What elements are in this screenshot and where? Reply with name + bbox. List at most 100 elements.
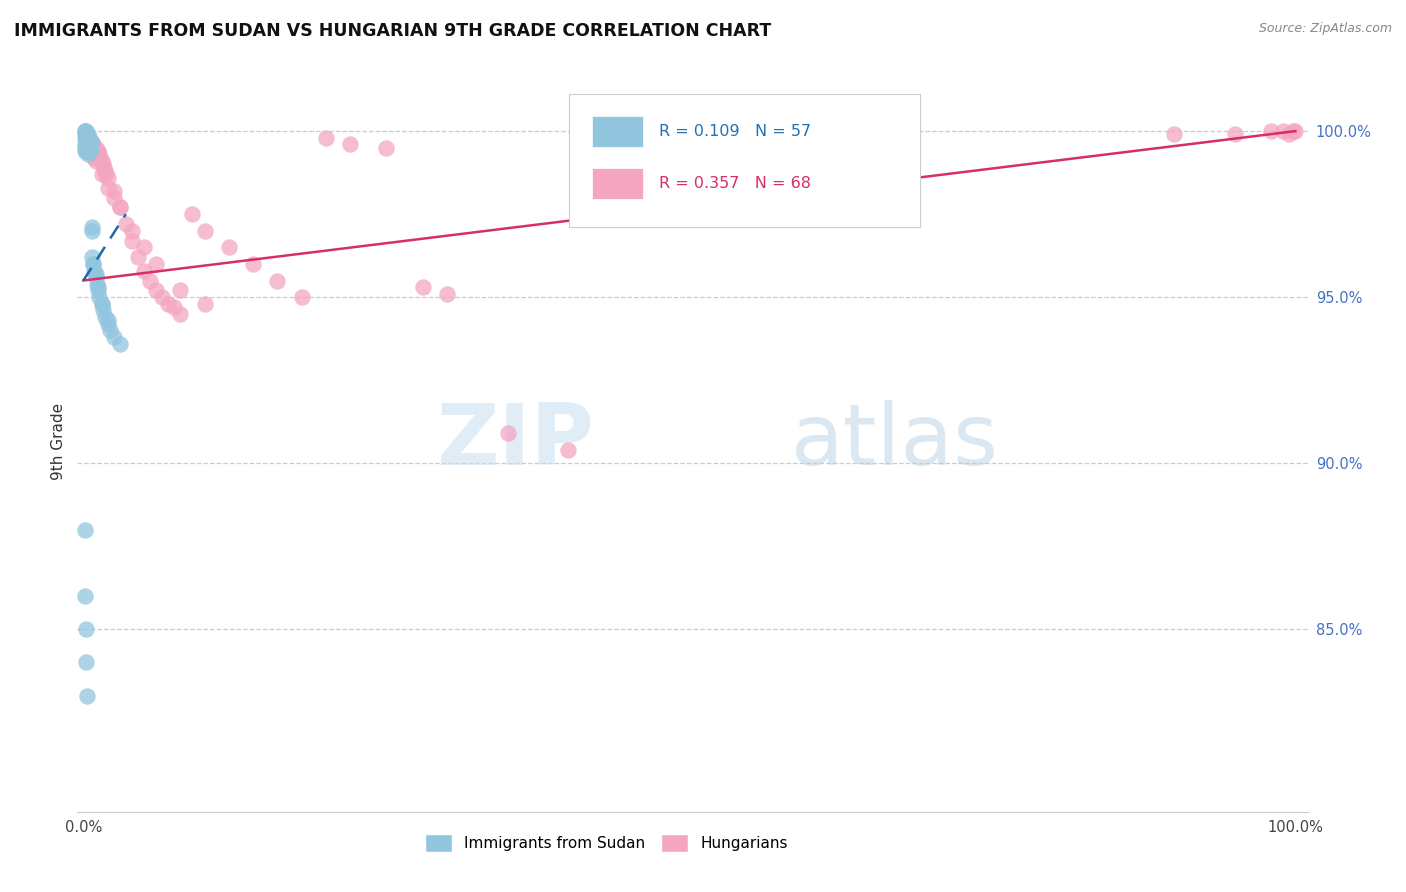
Point xyxy=(75,137,97,152)
Point xyxy=(75,134,97,148)
Point xyxy=(1272,124,1295,138)
Point xyxy=(82,147,104,161)
Point xyxy=(266,273,288,287)
Point xyxy=(79,134,101,148)
Point xyxy=(436,286,458,301)
Point xyxy=(132,240,155,254)
Point xyxy=(169,307,191,321)
Point xyxy=(87,280,110,294)
Text: Source: ZipAtlas.com: Source: ZipAtlas.com xyxy=(1258,22,1392,36)
Point xyxy=(77,134,100,148)
Point xyxy=(76,689,98,703)
Point xyxy=(87,284,110,298)
Point xyxy=(108,201,131,215)
Point xyxy=(1282,124,1305,138)
Point xyxy=(194,297,217,311)
Point xyxy=(76,130,98,145)
Point xyxy=(84,141,107,155)
Point xyxy=(77,130,100,145)
Point xyxy=(76,137,98,152)
Point xyxy=(79,137,101,152)
Point xyxy=(73,589,96,603)
Point xyxy=(97,180,120,194)
Point xyxy=(82,137,104,152)
Point xyxy=(169,284,191,298)
Point xyxy=(127,250,149,264)
Point xyxy=(77,147,100,161)
Point xyxy=(91,157,114,171)
Point xyxy=(84,267,107,281)
Point xyxy=(557,442,579,457)
Point xyxy=(103,190,125,204)
FancyBboxPatch shape xyxy=(592,116,644,147)
Point xyxy=(79,134,101,148)
Point xyxy=(97,317,120,331)
FancyBboxPatch shape xyxy=(569,94,920,227)
Point xyxy=(75,128,97,142)
Point xyxy=(82,257,104,271)
Point xyxy=(80,220,103,235)
Point xyxy=(145,257,167,271)
Point xyxy=(96,167,118,181)
Point xyxy=(75,656,97,670)
Point xyxy=(194,224,217,238)
Point xyxy=(375,141,398,155)
Point xyxy=(76,134,98,148)
Point xyxy=(73,124,96,138)
Point xyxy=(73,124,96,138)
Point xyxy=(86,277,108,291)
Point xyxy=(73,137,96,152)
Point xyxy=(87,144,110,158)
Point xyxy=(79,137,101,152)
Point xyxy=(97,170,120,185)
Point xyxy=(75,144,97,158)
Point xyxy=(80,250,103,264)
Point xyxy=(1278,128,1301,142)
Point xyxy=(83,263,105,277)
Point xyxy=(145,284,167,298)
Point xyxy=(1163,128,1185,142)
Point xyxy=(181,207,204,221)
Point xyxy=(218,240,240,254)
Point xyxy=(108,336,131,351)
Point xyxy=(80,137,103,152)
Point xyxy=(82,257,104,271)
Point xyxy=(94,164,117,178)
Point xyxy=(98,323,121,337)
Point xyxy=(94,310,117,324)
Point xyxy=(75,622,97,636)
Point xyxy=(90,167,112,181)
Point xyxy=(77,128,100,142)
Point xyxy=(79,141,101,155)
Point xyxy=(77,137,100,152)
Point xyxy=(121,234,143,248)
Text: ZIP: ZIP xyxy=(436,400,595,483)
Point xyxy=(496,426,519,441)
Point xyxy=(90,297,112,311)
Point xyxy=(114,217,136,231)
Point xyxy=(76,144,98,158)
Point xyxy=(103,184,125,198)
Point xyxy=(73,144,96,158)
FancyBboxPatch shape xyxy=(592,168,644,199)
Point xyxy=(73,523,96,537)
Point xyxy=(79,137,101,152)
Point xyxy=(77,134,100,148)
Y-axis label: 9th Grade: 9th Grade xyxy=(51,403,66,480)
Point xyxy=(412,280,434,294)
Point xyxy=(139,273,162,287)
Point xyxy=(76,130,98,145)
Point xyxy=(97,313,120,327)
Point xyxy=(80,224,103,238)
Point xyxy=(84,153,107,168)
Point xyxy=(103,330,125,344)
Point xyxy=(76,128,98,142)
Point xyxy=(75,141,97,155)
Point xyxy=(108,201,131,215)
Point xyxy=(90,297,112,311)
Point xyxy=(89,147,111,161)
Point xyxy=(315,130,337,145)
Point xyxy=(79,134,101,148)
Point xyxy=(121,224,143,238)
Point xyxy=(79,144,101,158)
